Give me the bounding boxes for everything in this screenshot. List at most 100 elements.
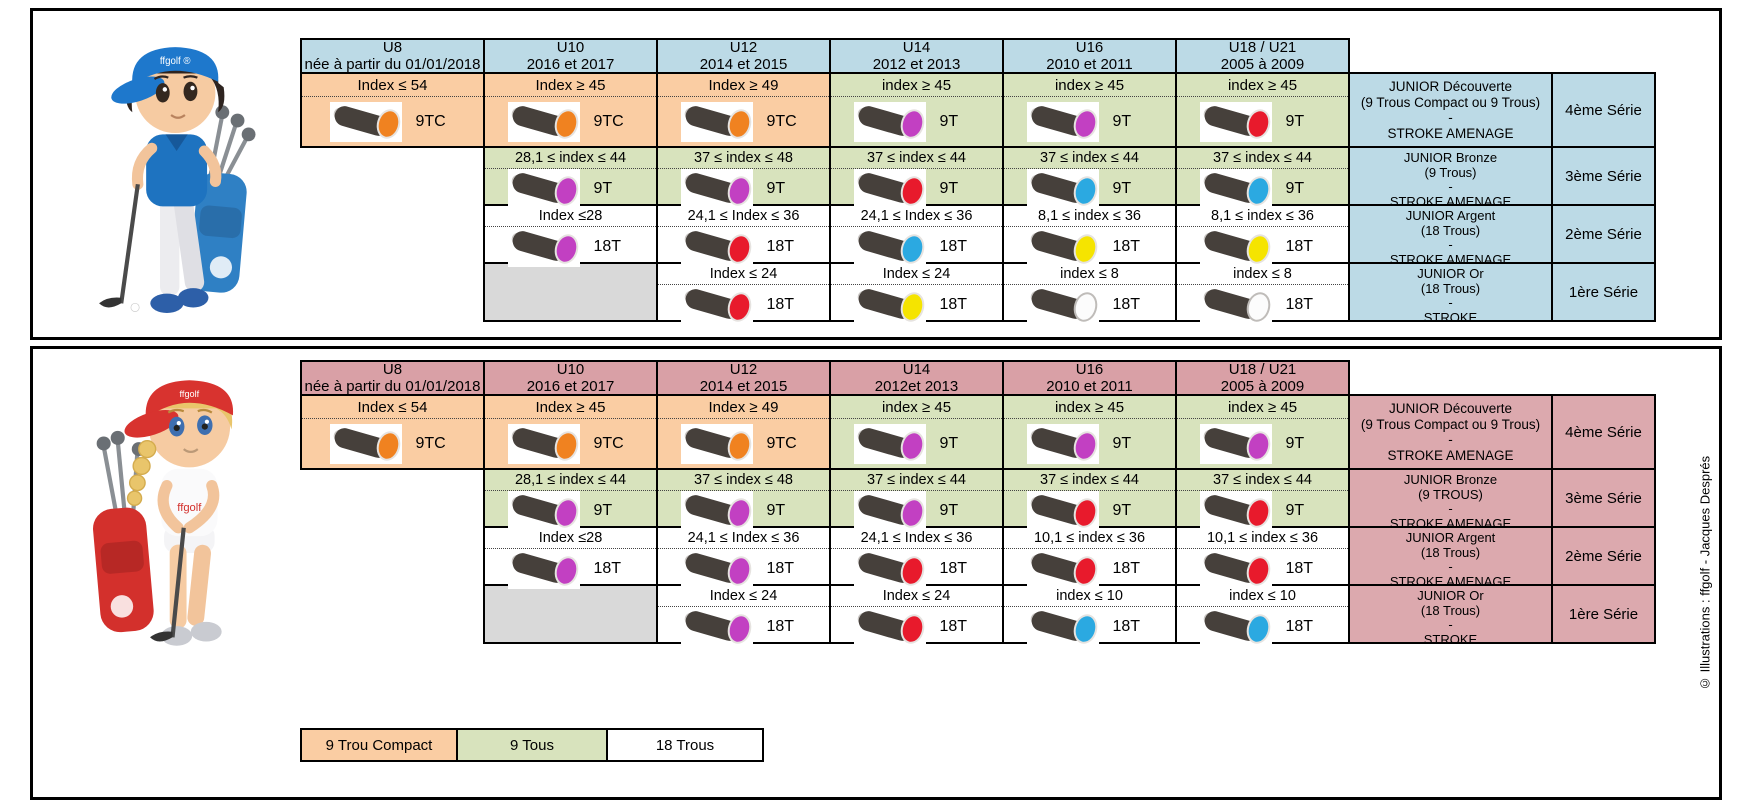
girls-s4-u18-cell: index ≥ 45 9T: [1175, 394, 1350, 470]
girls-header-u14: U14 2012et 2013: [829, 360, 1004, 396]
tee-row: 18T: [1004, 227, 1175, 267]
girls-header-row: U8 née à partir du 01/01/2018 U10 2016 e…: [300, 360, 1656, 396]
girls-row-serie1: Index ≤ 24 18T Index ≤ 24 18T index ≤ 10…: [300, 584, 1656, 647]
tee-row: 18T: [658, 285, 829, 325]
empty-space: [300, 204, 485, 264]
holes-label: 9TC: [766, 112, 797, 130]
junior-title: JUNIOR Bronze: [1403, 150, 1498, 165]
tee-row: 18T: [658, 607, 829, 647]
girls-s3-u14-cell: 37 ≤ index ≤ 44 9T: [829, 468, 1004, 531]
girls-s2-u12-cell: 24,1 ≤ Index ≤ 36 18T: [656, 526, 831, 589]
index-range-label: 37 ≤ index ≤ 44: [1004, 470, 1175, 491]
junior-title: JUNIOR Argent: [1405, 530, 1496, 545]
girl-golfer-image: ffgolf ffgolf: [93, 380, 234, 646]
tee-icon: [680, 549, 753, 589]
tee-icon: [853, 227, 926, 267]
tee-row: 9T: [658, 169, 829, 209]
holes-label: 9TC: [415, 112, 446, 130]
tee-icon: [507, 101, 580, 142]
holes-label: 9T: [593, 502, 613, 519]
girls-s1-u16-cell: index ≤ 10 18T: [1002, 584, 1177, 647]
tee-row: 18T: [1177, 607, 1348, 647]
tee-icon: [507, 549, 580, 589]
age-group-label: U12: [729, 38, 758, 56]
index-range-label: index ≥ 45: [1177, 74, 1348, 97]
tee-icon: [680, 607, 753, 647]
holes-label: 18T: [766, 560, 795, 577]
junior-title: JUNIOR Découverte: [1388, 79, 1513, 94]
age-group-label: U8: [382, 38, 403, 56]
junior-title: JUNIOR Découverte: [1388, 401, 1513, 416]
holes-label: 18T: [939, 296, 968, 313]
tee-row: 9TC: [658, 97, 829, 146]
golf-club-icon: [170, 527, 186, 638]
index-range-label: Index ≤ 54: [302, 74, 483, 97]
holes-label: 9T: [939, 112, 959, 130]
index-range-label: index ≥ 45: [831, 396, 1002, 419]
birth-years-label: 2016 et 2017: [526, 56, 615, 73]
birth-years-label: née à partir du 01/01/2018: [304, 378, 481, 395]
birth-years-label: 2016 et 2017: [526, 378, 615, 395]
index-range-label: index ≤ 8: [1177, 264, 1348, 285]
tee-row: 9T: [831, 169, 1002, 209]
index-range-label: 8,1 ≤ index ≤ 36: [1177, 206, 1348, 227]
tee-icon: [1199, 491, 1272, 531]
tee-icon: [1199, 101, 1272, 142]
tee-icon: [853, 423, 926, 464]
tee-row: 9T: [1004, 419, 1175, 468]
holes-label: 18T: [939, 238, 968, 255]
index-range-label: 8,1 ≤ index ≤ 36: [1004, 206, 1175, 227]
index-range-label: 24,1 ≤ Index ≤ 36: [658, 206, 829, 227]
legend-9-trou-compact: 9 Trou Compact: [300, 728, 458, 762]
boys-serie2-cell: 2ème Série: [1551, 204, 1656, 264]
tee-row: 9T: [1177, 419, 1348, 468]
tee-icon: [1199, 285, 1272, 325]
empty-space: [300, 262, 485, 322]
tee-row: 9T: [1177, 97, 1348, 146]
tee-icon: [680, 285, 753, 325]
index-range-label: Index ≥ 45: [485, 396, 656, 419]
tee-row: 9T: [1177, 491, 1348, 531]
holes-label: 9T: [1112, 112, 1132, 130]
tee-icon: [853, 549, 926, 589]
tee-icon: [680, 423, 753, 464]
holes-label: 18T: [766, 238, 795, 255]
boys-s4-u18-cell: index ≥ 45 9T: [1175, 72, 1350, 148]
index-range-label: Index ≤ 24: [831, 586, 1002, 607]
empty-space: [300, 146, 485, 206]
holes-label: 9TC: [415, 434, 446, 452]
index-range-label: index ≥ 45: [1177, 396, 1348, 419]
boys-row-serie4: Index ≤ 54 9TC Index ≥ 45 9TC Index ≥ 49…: [300, 72, 1656, 148]
tee-icon: [1199, 423, 1272, 464]
boys-s4-u16-cell: index ≥ 45 9T: [1002, 72, 1177, 148]
age-group-label: U16: [1075, 360, 1104, 378]
holes-label: 18T: [939, 618, 968, 635]
tee-icon: [1026, 491, 1099, 531]
tee-row: 9T: [1004, 491, 1175, 531]
index-range-label: Index ≤ 54: [302, 396, 483, 419]
age-group-label: U16: [1075, 38, 1104, 56]
index-range-label: 37 ≤ index ≤ 44: [831, 148, 1002, 169]
tee-icon: [853, 169, 926, 209]
girls-junior-decouverte-cell: JUNIOR Découverte (9 Trous Compact ou 9 …: [1348, 394, 1553, 470]
empty-space: [300, 526, 485, 586]
tee-icon: [853, 285, 926, 325]
holes-label: 9T: [766, 502, 786, 519]
tee-row: 18T: [1004, 549, 1175, 589]
boys-s2-u10-cell: Index ≤28 18T: [483, 204, 658, 267]
birth-years-label: née à partir du 01/01/2018: [304, 56, 481, 73]
girls-s2-u14-cell: 24,1 ≤ Index ≤ 36 18T: [829, 526, 1004, 589]
index-range-label: 37 ≤ index ≤ 44: [1177, 148, 1348, 169]
boys-s2-u18-cell: 8,1 ≤ index ≤ 36 18T: [1175, 204, 1350, 267]
girls-s1-u14-cell: Index ≤ 24 18T: [829, 584, 1004, 647]
boys-s1-u12-cell: Index ≤ 24 18T: [656, 262, 831, 325]
girls-s1-u10-cell-empty: [483, 584, 658, 644]
girls-junior-or-cell: JUNIOR Or (18 Trous) - STROKE: [1348, 584, 1553, 646]
girls-row-serie2: Index ≤28 18T 24,1 ≤ Index ≤ 36 18T 24,1…: [300, 526, 1656, 589]
junior-dash: -: [1448, 179, 1453, 195]
tee-row: 9TC: [485, 419, 656, 468]
age-group-label: U14: [902, 360, 931, 378]
tee-icon: [680, 227, 753, 267]
holes-label: 18T: [939, 560, 968, 577]
holes-label: 9TC: [593, 112, 624, 130]
